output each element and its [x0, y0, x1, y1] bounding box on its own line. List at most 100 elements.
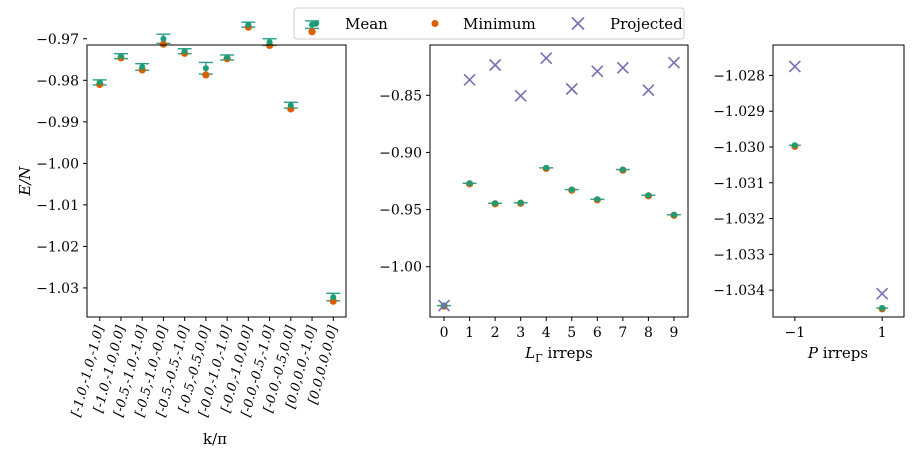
projected-stroke — [565, 82, 578, 96]
panel3-x-label-main: P — [807, 344, 819, 362]
y-tick-label: −1.029 — [713, 104, 765, 120]
y-tick-label: −0.97 — [36, 32, 79, 48]
legend-minimum-marker — [431, 20, 439, 27]
legend-projected-label: Projected — [610, 15, 683, 33]
mean-point — [287, 102, 294, 109]
mean-point — [543, 164, 550, 171]
x-tick-label: 6 — [593, 325, 602, 341]
panel1-y-axis: −0.97 −0.98 −0.99 −1.00 −1.01 −1.02 −1.03 — [36, 32, 87, 297]
mean-point — [517, 199, 524, 206]
y-tick-label: −1.01 — [36, 198, 79, 214]
projected-point — [616, 61, 629, 74]
mean-point — [245, 21, 252, 28]
minimum-point — [159, 40, 168, 48]
minimum-point — [308, 28, 316, 36]
projected-point — [514, 89, 527, 102]
y-tick-label: −0.99 — [36, 115, 79, 131]
x-tick-label: 4 — [542, 325, 551, 341]
y-tick-label: −1.03 — [36, 281, 79, 297]
mean-point — [645, 192, 652, 199]
legend-minimum-label: Minimum — [463, 15, 536, 33]
panel3-marks — [788, 60, 889, 313]
projected-point — [489, 58, 502, 72]
x-tick-label: 1 — [878, 325, 887, 341]
y-tick-label: −1.028 — [713, 68, 765, 84]
y-tick-label: −0.90 — [379, 145, 422, 161]
mean-point — [594, 196, 601, 203]
y-tick-label: −1.033 — [713, 247, 765, 263]
projected-point — [591, 65, 604, 78]
projected-point — [463, 73, 476, 86]
legend-frame — [293, 7, 685, 40]
projected-stroke — [540, 52, 553, 65]
panel2-marks — [437, 52, 681, 312]
y-tick-label: −1.02 — [36, 239, 79, 255]
mean-point — [619, 166, 626, 173]
projected-stroke — [788, 60, 801, 73]
x-tick-label: 8 — [644, 325, 653, 341]
y-tick-label: −1.034 — [713, 283, 765, 299]
panel-k-points: −0.97 −0.98 −0.99 −1.00 −1.01 −1.02 −1.03 [-1.… — [16, 20, 347, 448]
y-tick-label: −0.98 — [36, 73, 79, 89]
y-tick-label: −1.00 — [379, 260, 422, 276]
y-tick-label: −0.95 — [379, 203, 422, 219]
x-tick-label: 9 — [669, 325, 678, 341]
x-tick-label: −1 — [785, 325, 806, 341]
projected-stroke — [437, 299, 451, 312]
mean-point — [330, 294, 337, 301]
mean-point — [181, 48, 188, 55]
projected-stroke — [591, 65, 604, 78]
projected-point — [788, 60, 801, 73]
projected-stroke — [463, 73, 476, 86]
projected-stroke — [489, 58, 502, 72]
y-tick-label: −1.030 — [713, 140, 765, 156]
panel3-x-label-rest: irreps — [818, 344, 868, 362]
mean-point — [568, 186, 575, 193]
panel3-frame — [772, 44, 905, 318]
panel3-x-label: P irreps — [807, 344, 868, 362]
mean-point — [879, 305, 886, 312]
panel1-x-label: k/π — [203, 430, 227, 448]
projected-stroke — [642, 84, 655, 97]
legend: Mean Minimum Projected — [293, 7, 685, 40]
projected-point — [437, 299, 451, 312]
mean-point — [791, 142, 798, 149]
panel2-frame — [429, 44, 689, 318]
projected-stroke — [667, 56, 681, 69]
panel2-x-label-main: L — [524, 344, 535, 362]
panel-p-irreps: −1.028 −1.029 −1.030 −1.031 −1.032 −1.033 −1.0… — [713, 44, 905, 362]
panel3-y-axis: −1.028 −1.029 −1.030 −1.031 −1.032 −1.033 −1.0… — [713, 68, 773, 299]
panel1-frame — [86, 44, 347, 318]
projected-point — [540, 52, 553, 65]
y-tick-label: −1.031 — [713, 176, 765, 192]
minimum-point — [202, 71, 210, 79]
panel1-marks — [92, 20, 341, 305]
mean-point — [309, 21, 316, 28]
y-tick-label: −1.032 — [713, 212, 765, 228]
panel2-x-label-rest: irreps — [543, 344, 593, 362]
x-tick-label: 7 — [618, 325, 627, 341]
mean-point — [139, 64, 146, 71]
projected-point — [667, 56, 681, 69]
y-tick-label: −1.00 — [36, 156, 79, 172]
mean-point — [492, 200, 499, 207]
mean-point — [202, 65, 209, 72]
panel2-x-label: LΓ irreps — [524, 344, 593, 365]
legend-mean-label: Mean — [345, 15, 388, 33]
legend-projected-marker — [571, 16, 585, 31]
mean-point — [224, 54, 231, 61]
mean-point — [117, 53, 124, 60]
x-tick-label: 1 — [465, 325, 474, 341]
x-tick-label: 2 — [491, 325, 500, 341]
projected-point — [876, 287, 889, 300]
x-tick-label: 0 — [440, 325, 449, 341]
panel2-y-axis: −0.85 −0.90 −0.95 −1.00 — [379, 88, 430, 276]
x-tick-label: 3 — [516, 325, 525, 341]
mean-point — [670, 211, 677, 218]
panel1-y-label: E/N — [16, 166, 34, 197]
projected-stroke — [514, 89, 527, 102]
mean-point — [466, 180, 473, 187]
projected-stroke — [616, 61, 629, 74]
